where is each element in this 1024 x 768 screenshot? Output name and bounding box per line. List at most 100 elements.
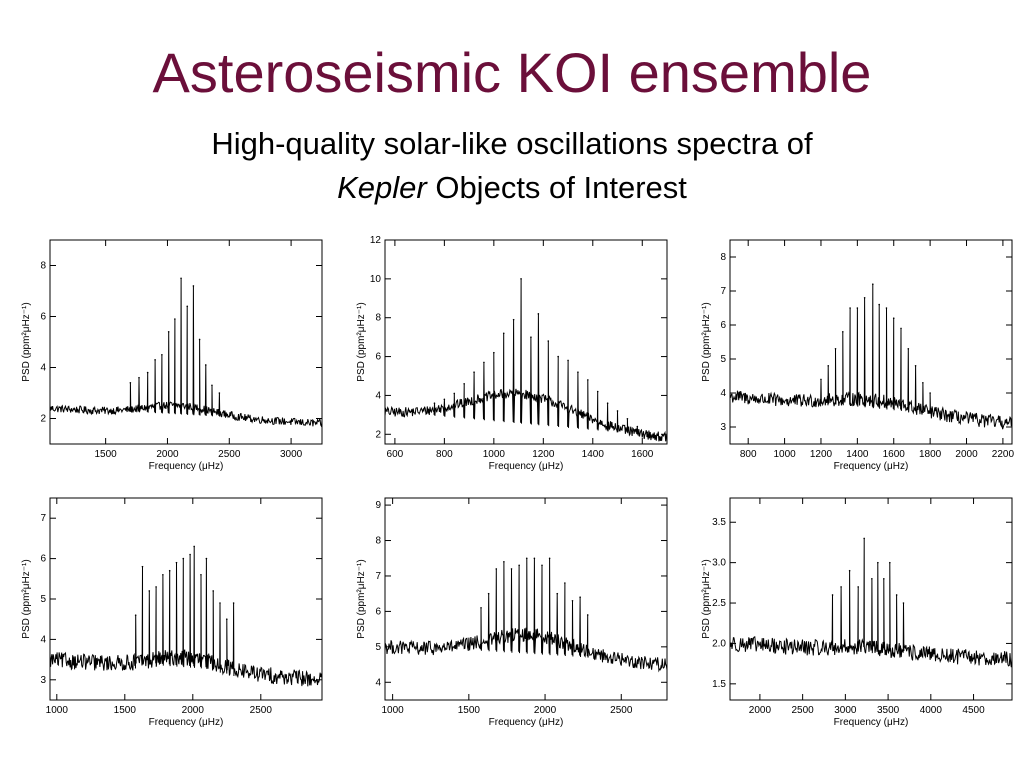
spectrum-panel-6: 2000 2500 3000 3500 4000 4500 1.5 2.0 2.5 3.0 3.5 F… (700, 490, 1020, 730)
oscillation-peak (646, 431, 649, 434)
spectrum-chart-3: 800 1000 1200 1400 1600 1800 2000 2200 3 4 5 6 7 8 Fre… (701, 239, 1014, 472)
x-tick-label: 1000 (46, 705, 69, 716)
oscillation-peak (218, 392, 221, 394)
y-tick-label: 4 (40, 634, 46, 645)
x-tick-label: 2000 (749, 705, 772, 716)
oscillation-peak (547, 340, 550, 342)
oscillation-peak (186, 305, 189, 308)
x-tick-label: 2500 (250, 705, 273, 716)
oscillation-peak (556, 592, 559, 595)
oscillation-peak (577, 371, 579, 373)
x-tick-label: 1500 (458, 705, 481, 716)
spectrum-chart-5: 1000 1500 2000 2500 4 5 6 7 8 9 Frequency (μHz) PSD… (356, 497, 668, 728)
x-tick-label: 2500 (610, 705, 633, 716)
oscillation-peak (192, 285, 195, 287)
oscillation-peak (141, 565, 144, 568)
oscillation-peak (902, 602, 905, 604)
oscillation-peak (182, 557, 185, 560)
oscillation-peak (174, 318, 176, 320)
y-axis-label: PSD (ppm²μHz⁻¹) (701, 302, 712, 381)
spectrum-panel-4: 1000 1500 2000 2500 3 4 5 6 7 Frequency (μHz) PSD … (20, 490, 330, 730)
oscillation-peak (161, 353, 163, 356)
oscillation-peak (883, 578, 885, 580)
x-tick-label: 1000 (381, 705, 404, 716)
y-tick-label: 10 (370, 274, 382, 285)
plot-frame (49, 239, 323, 445)
oscillation-peak (541, 564, 543, 567)
y-tick-label: 8 (40, 261, 46, 272)
y-tick-label: 5 (375, 642, 381, 653)
y-tick-label: 7 (40, 513, 46, 524)
spectrum-panel-1: 1500 2000 2500 3000 2 4 6 8 Frequency (μHz) PSD (… (20, 232, 330, 474)
plot-frame (729, 497, 1013, 701)
plot-frame (384, 239, 668, 445)
spectrum-trace (385, 278, 667, 442)
y-tick-label: 3.5 (712, 517, 726, 528)
oscillation-peak (189, 553, 191, 556)
oscillation-peak (606, 402, 609, 404)
x-axis-label: Frequency (μHz) (834, 717, 909, 728)
y-tick-label: 2 (375, 429, 381, 440)
oscillation-peak (900, 327, 902, 330)
oscillation-peak (820, 378, 822, 381)
subtitle-line-2-rest: Objects of Interest (426, 170, 687, 205)
spectrum-trace (50, 278, 322, 428)
oscillation-peak (878, 303, 880, 306)
plot-frame (49, 497, 323, 701)
y-tick-label: 6 (720, 320, 726, 331)
oscillation-peak (907, 348, 910, 350)
oscillation-peak (493, 351, 495, 354)
oscillation-peak (518, 564, 520, 567)
oscillation-peak (863, 297, 866, 299)
oscillation-peak (929, 392, 931, 394)
y-tick-label: 12 (370, 235, 382, 246)
y-tick-label: 8 (375, 536, 381, 547)
oscillation-peak (168, 569, 171, 572)
oscillation-peak (520, 278, 522, 280)
oscillation-peak (537, 313, 540, 315)
x-tick-label: 2000 (156, 449, 179, 460)
x-tick-label: 1500 (114, 705, 137, 716)
y-axis-label: PSD (ppm²μHz⁻¹) (701, 559, 712, 638)
oscillation-peak (530, 336, 532, 338)
x-tick-label: 3500 (877, 705, 900, 716)
spectrum-chart-6: 2000 2500 3000 3500 4000 4500 1.5 2.0 2.5 3.0 3.5 F… (701, 497, 1013, 728)
y-tick-label: 7 (375, 571, 381, 582)
oscillation-peak (557, 355, 559, 358)
x-tick-label: 2500 (792, 705, 815, 716)
oscillation-peak (200, 573, 202, 576)
x-axis-label: Frequency (μHz) (834, 461, 909, 472)
oscillation-peak (596, 390, 599, 393)
x-axis-label: Frequency (μHz) (489, 461, 564, 472)
oscillation-peak (480, 607, 482, 609)
oscillation-peak (180, 277, 182, 280)
oscillation-peak (827, 365, 830, 367)
oscillation-peak (571, 599, 574, 602)
subtitle-line-2: Kepler Objects of Interest (0, 166, 1024, 210)
slide-subtitle: High-quality solar-like oscillations spe… (0, 122, 1024, 210)
slide-title: Asteroseismic KOI ensemble (152, 41, 872, 104)
oscillation-peak (167, 331, 170, 333)
x-tick-label: 3000 (834, 705, 857, 716)
oscillation-peak (134, 614, 137, 616)
oscillation-peak (564, 582, 566, 584)
x-tick-label: 2000 (955, 449, 978, 460)
oscillation-peak (579, 596, 581, 599)
plot-frame (384, 497, 668, 701)
y-tick-label: 4 (375, 390, 381, 401)
x-tick-label: 3000 (280, 449, 303, 460)
spectrum-panel-2: 600 800 1000 1200 1400 1600 2 4 6 8 10 12 Frequency … (355, 232, 675, 474)
y-tick-label: 5 (720, 354, 726, 365)
oscillation-peak (892, 317, 895, 319)
oscillation-peak (211, 384, 213, 387)
oscillation-peak (204, 364, 207, 366)
spectrum-trace (385, 558, 667, 673)
x-tick-label: 1500 (95, 449, 118, 460)
spectrum-trace (730, 284, 1012, 430)
oscillation-peak (863, 537, 865, 540)
oscillation-peak (533, 557, 536, 560)
spectrum-chart-2: 600 800 1000 1200 1400 1600 2 4 6 8 10 12 Frequency … (356, 235, 668, 472)
subtitle-kepler-word: Kepler (337, 170, 427, 205)
y-tick-label: 3 (720, 422, 726, 433)
oscillation-peak (914, 365, 917, 367)
